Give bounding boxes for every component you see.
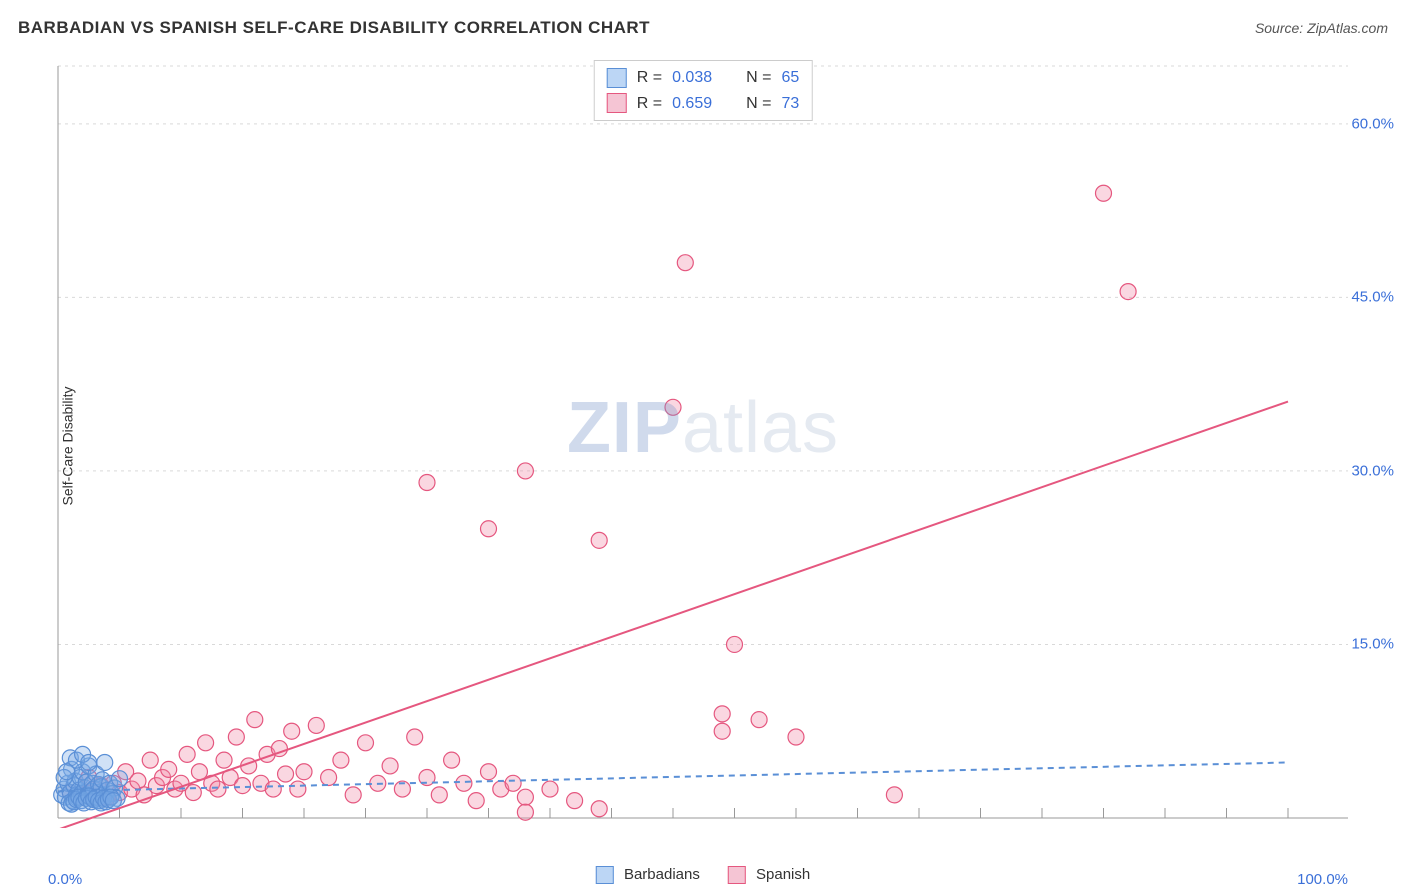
stats-r-value: 0.038 [672, 65, 712, 91]
x-axis-right-label: 100.0% [1297, 871, 1348, 888]
stats-n-value: 65 [781, 65, 799, 91]
chart-title: BARBADIAN VS SPANISH SELF-CARE DISABILIT… [18, 18, 650, 38]
stats-r-value: 0.659 [672, 91, 712, 117]
stats-n-value: 73 [781, 91, 799, 117]
stats-r-label: R = [637, 91, 662, 117]
y-tick-label: 30.0% [1351, 462, 1394, 479]
y-tick-label: 15.0% [1351, 636, 1394, 653]
stats-r-label: R = [637, 65, 662, 91]
source-label: Source: ZipAtlas.com [1255, 20, 1388, 36]
bottom-legend: Barbadians Spanish [596, 866, 810, 884]
stats-n-label: N = [746, 91, 771, 117]
legend-swatch-icon [596, 866, 614, 884]
plot-area [48, 58, 1348, 828]
stats-row: R = 0.659 N = 73 [607, 91, 800, 117]
scatter-plot-svg [48, 58, 1348, 828]
legend-item: Spanish [728, 866, 810, 884]
y-tick-label: 60.0% [1351, 115, 1394, 132]
stats-swatch-icon [607, 68, 627, 88]
y-tick-label: 45.0% [1351, 289, 1394, 306]
legend-label: Spanish [756, 866, 810, 883]
legend-item: Barbadians [596, 866, 700, 884]
stats-swatch-icon [607, 93, 627, 113]
legend-label: Barbadians [624, 866, 700, 883]
header: BARBADIAN VS SPANISH SELF-CARE DISABILIT… [18, 18, 1388, 38]
stats-n-label: N = [746, 65, 771, 91]
legend-swatch-icon [728, 866, 746, 884]
stats-box: R = 0.038 N = 65 R = 0.659 N = 73 [594, 60, 813, 121]
stats-row: R = 0.038 N = 65 [607, 65, 800, 91]
x-axis-left-label: 0.0% [48, 871, 82, 888]
